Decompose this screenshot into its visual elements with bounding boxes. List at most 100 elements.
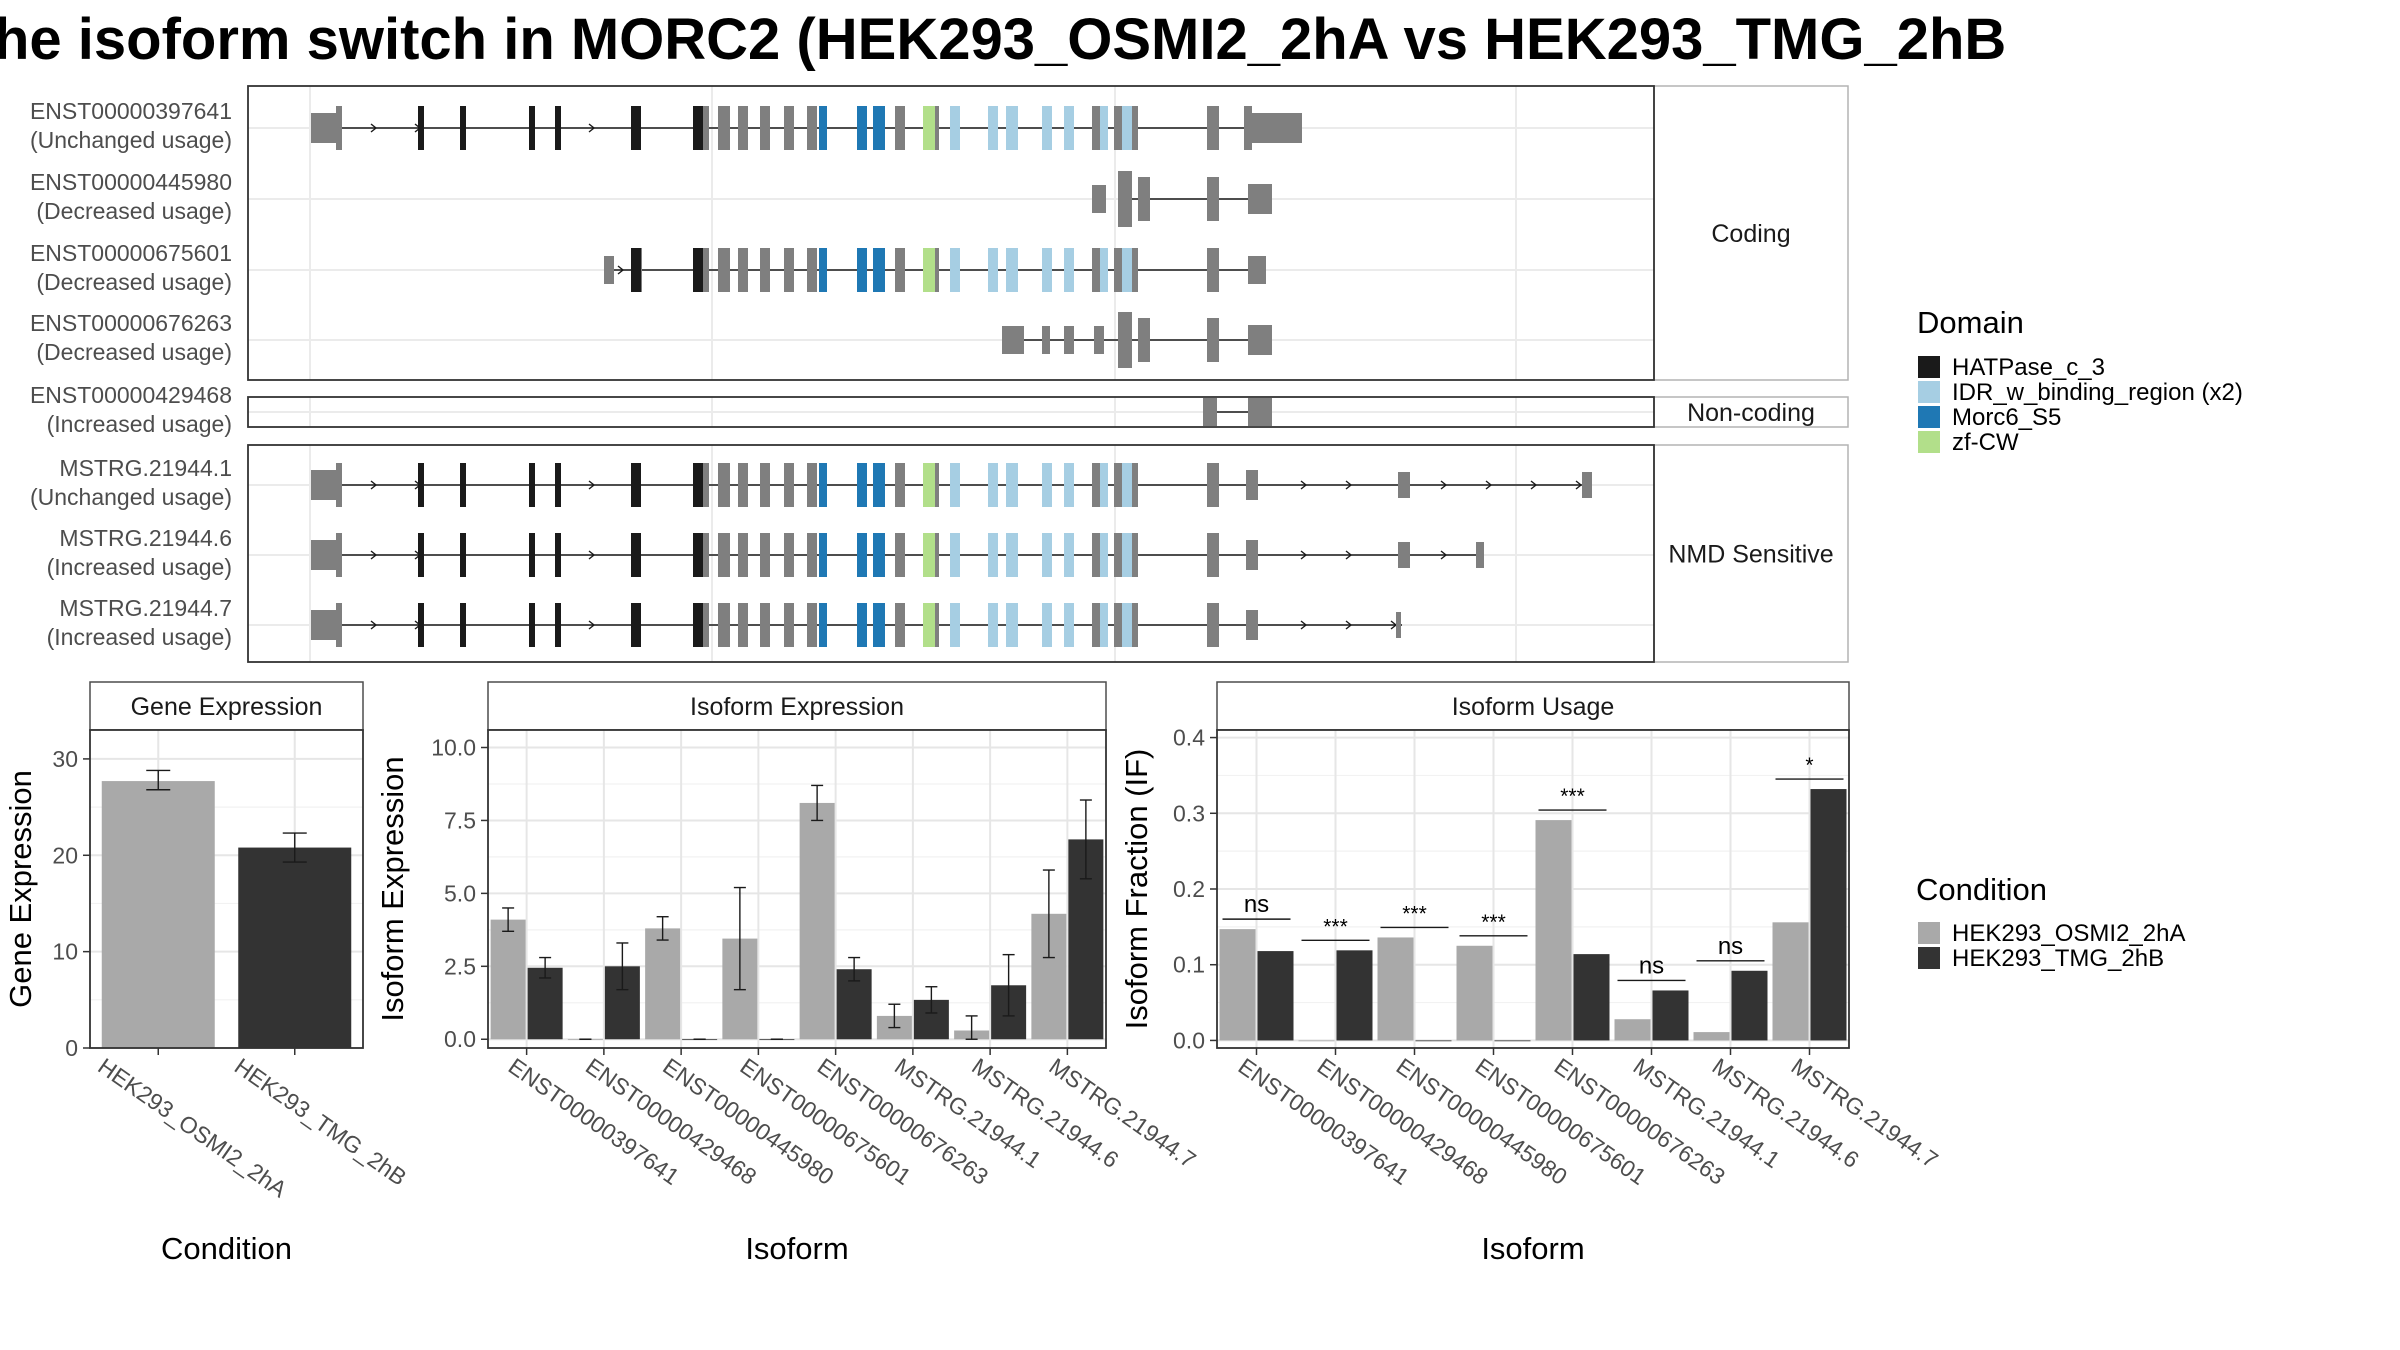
transcript-usage-label: (Decreased usage) — [36, 339, 232, 365]
exon-block — [529, 106, 535, 150]
y-tick-label: 0.3 — [1173, 800, 1205, 826]
exon-block — [718, 106, 730, 150]
exon-block — [631, 463, 641, 507]
exon-block — [988, 603, 998, 647]
exon-block — [1207, 177, 1219, 221]
exon-block — [760, 603, 770, 647]
significance-label: ns — [1718, 933, 1743, 960]
exon-block — [1002, 326, 1024, 354]
exon-block — [1122, 533, 1132, 577]
exon-block — [935, 463, 939, 507]
transcript-structure-panel: Coding Non-coding NMD Sensitive ENST0000039… — [30, 85, 1849, 663]
exon-block — [555, 106, 561, 150]
exon-block — [703, 463, 709, 507]
exon-block — [1132, 106, 1138, 150]
exon-block — [460, 106, 466, 150]
exon-block — [693, 463, 703, 507]
exon-block — [1207, 318, 1219, 362]
domain-legend-label: IDR_w_binding_region (x2) — [1952, 379, 2243, 406]
exon-block — [1122, 248, 1132, 292]
bar — [1535, 820, 1572, 1041]
strand-arrow — [370, 550, 378, 560]
exon-block — [988, 248, 998, 292]
bar — [527, 967, 563, 1040]
exon-block — [1042, 248, 1052, 292]
strand-arrow — [1300, 550, 1308, 560]
exon-block — [1250, 113, 1302, 143]
exon-block — [784, 463, 794, 507]
exon-block — [1114, 603, 1122, 647]
exon-block — [1092, 248, 1100, 292]
exon-block — [418, 533, 424, 577]
y-tick-label: 20 — [52, 842, 78, 868]
exon-block — [760, 248, 770, 292]
exon-block — [935, 603, 939, 647]
exon-block — [1064, 463, 1074, 507]
facet-strip — [89, 681, 364, 731]
strand-arrow — [370, 620, 378, 630]
strand-arrow — [588, 620, 596, 630]
exon-block — [1122, 463, 1132, 507]
exon-block — [1118, 312, 1132, 368]
transcript-id-label: MSTRG.21944.6 — [59, 525, 232, 551]
structure-panel-border — [247, 85, 1655, 381]
significance-label: *** — [1560, 785, 1585, 808]
exon-block — [1132, 533, 1138, 577]
y-tick-label: 0.2 — [1173, 876, 1205, 902]
exon-block — [1100, 533, 1108, 577]
facet-strip — [1216, 681, 1850, 731]
exon-block — [857, 533, 867, 577]
domain-legend-swatch — [1918, 431, 1940, 453]
condition-legend-title: Condition — [1916, 872, 2047, 907]
y-tick-label: 7.5 — [444, 807, 476, 833]
exon-block — [1476, 542, 1484, 568]
y-tick-label: 30 — [52, 746, 78, 772]
exon-block — [807, 248, 817, 292]
exon-block — [1092, 603, 1100, 647]
exon-block — [819, 533, 827, 577]
y-tick-label: 0 — [65, 1035, 78, 1061]
exon-block — [693, 248, 703, 292]
exon-block — [784, 248, 794, 292]
strand-arrow — [1440, 550, 1448, 560]
y-tick-label: 10.0 — [431, 735, 476, 761]
significance-label: *** — [1402, 902, 1427, 925]
plot-border — [487, 729, 1107, 1049]
exon-block — [1118, 171, 1132, 227]
significance-label: * — [1805, 754, 1813, 777]
exon-block — [895, 603, 905, 647]
significance-label: *** — [1323, 915, 1348, 938]
strand-arrow — [1345, 480, 1353, 490]
transcript-id-label: ENST00000445980 — [30, 169, 232, 195]
exon-block — [738, 106, 748, 150]
exon-block — [1248, 398, 1272, 426]
exon-block — [336, 106, 342, 150]
exon-block — [819, 106, 827, 150]
transcript-usage-label: (Increased usage) — [47, 411, 232, 437]
bar — [1336, 950, 1373, 1041]
bar — [799, 802, 835, 1040]
facet-strip — [1653, 444, 1849, 663]
facet-strip-label-2: NMD Sensitive — [1668, 541, 1833, 569]
exon-block — [784, 106, 794, 150]
exon-block — [529, 533, 535, 577]
exon-block — [1042, 463, 1052, 507]
structure-panel-border — [247, 444, 1655, 663]
bar — [1415, 1040, 1452, 1042]
domain-legend-label: zf-CW — [1952, 429, 2019, 456]
exon-block — [311, 540, 339, 570]
exon-block — [1006, 106, 1018, 150]
transcript-id-label: ENST00000675601 — [30, 240, 232, 266]
transcript-usage-label: (Increased usage) — [47, 624, 232, 650]
exon-block — [631, 106, 641, 150]
bar — [101, 781, 215, 1048]
exon-block — [760, 463, 770, 507]
exon-block — [988, 533, 998, 577]
transcript-id-label: ENST00000397641 — [30, 98, 232, 124]
exon-block — [819, 248, 827, 292]
exon-block — [738, 248, 748, 292]
exon-block — [1064, 533, 1074, 577]
exon-block — [1006, 603, 1018, 647]
exon-block — [718, 248, 730, 292]
significance-label: *** — [1481, 911, 1506, 934]
